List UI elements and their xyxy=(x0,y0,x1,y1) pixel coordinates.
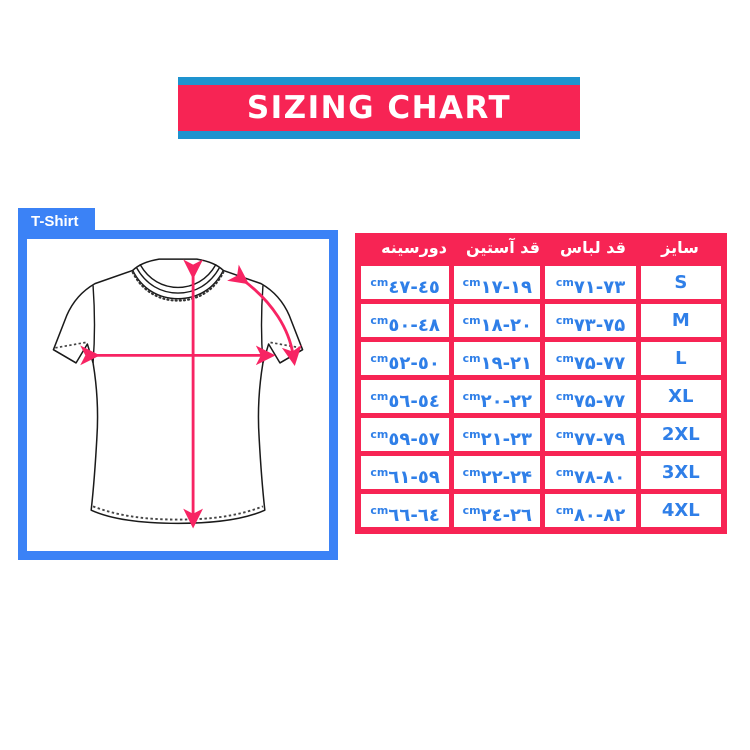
table-row: L ۷۵-۷۷cm ۱۹-۲۱cm ٥٠-٥٢cm xyxy=(361,342,721,375)
table-row: 3XL ۷۸-۸۰cm ۲۲-۲۴cm ٥٩-٦١cm xyxy=(361,456,721,489)
column-header-sleeve-length: قد آستین xyxy=(466,238,540,257)
cell-chest-m: ٤٨-٥٠cm xyxy=(361,304,450,337)
cell-garment-length-4xl: ۸۰-۸۲cm xyxy=(545,494,636,527)
cell-chest-3xl: ٥٩-٦١cm xyxy=(361,456,450,489)
cell-sleeve-length-s: ۱۷-۱۹cm xyxy=(454,266,541,299)
table-row: XL ۷۵-۷۷cm ۲۰-۲۲cm ٥٤-٥٦cm xyxy=(361,380,721,413)
cell-chest-xl: ٥٤-٥٦cm xyxy=(361,380,450,413)
cell-size-l: L xyxy=(640,342,721,375)
cell-size-4xl: 4XL xyxy=(640,494,721,527)
size-table: سایز قد لباس قد آستین دورسینه S ۷۱-۷۳cm ۱۷… xyxy=(355,233,727,534)
table-row: 2XL ۷۷-۷۹cm ۲۱-۲۳cm ٥٧-٥٩cm xyxy=(361,418,721,451)
page-title: SIZING CHART xyxy=(246,90,512,126)
cell-size-2xl: 2XL xyxy=(640,418,721,451)
cell-chest-s: ٤٥-٤٧cm xyxy=(361,266,450,299)
tshirt-tab-label: T-Shirt xyxy=(18,208,95,236)
cell-garment-length-s: ۷۱-۷۳cm xyxy=(545,266,636,299)
cell-sleeve-length-xl: ۲۰-۲۲cm xyxy=(454,380,541,413)
cell-chest-2xl: ٥٧-٥٩cm xyxy=(361,418,450,451)
tshirt-illustration xyxy=(52,258,304,529)
table-row: M ۷۳-۷۵cm ۱۸-۲۰cm ٤٨-٥٠cm xyxy=(361,304,721,337)
column-header-garment-length: قد لباس xyxy=(560,238,626,257)
sleeve-length-arrow xyxy=(227,264,302,366)
column-header-size: سایز xyxy=(661,238,699,257)
cell-sleeve-length-l: ۱۹-۲۱cm xyxy=(454,342,541,375)
table-row: 4XL ۸۰-۸۲cm ۲٤-۲٦cm ٦٤-٦٦cm xyxy=(361,494,721,527)
column-header-chest: دورسینه xyxy=(381,238,447,257)
cell-sleeve-length-m: ۱۸-۲۰cm xyxy=(454,304,541,337)
cell-garment-length-3xl: ۷۸-۸۰cm xyxy=(545,456,636,489)
cell-garment-length-m: ۷۳-۷۵cm xyxy=(545,304,636,337)
table-header-row: سایز قد لباس قد آستین دورسینه xyxy=(361,233,721,261)
cell-garment-length-xl: ۷۵-۷۷cm xyxy=(545,380,636,413)
cell-size-3xl: 3XL xyxy=(640,456,721,489)
cell-sleeve-length-3xl: ۲۲-۲۴cm xyxy=(454,456,541,489)
cell-size-m: M xyxy=(640,304,721,337)
cell-sleeve-length-4xl: ۲٤-۲٦cm xyxy=(454,494,541,527)
tshirt-diagram-panel xyxy=(18,230,338,560)
cell-garment-length-l: ۷۵-۷۷cm xyxy=(545,342,636,375)
cell-size-s: S xyxy=(640,266,721,299)
cell-size-xl: XL xyxy=(640,380,721,413)
cell-sleeve-length-2xl: ۲۱-۲۳cm xyxy=(454,418,541,451)
sizing-chart-banner: SIZING CHART xyxy=(178,77,580,139)
cell-garment-length-2xl: ۷۷-۷۹cm xyxy=(545,418,636,451)
cell-chest-4xl: ٦٤-٦٦cm xyxy=(361,494,450,527)
table-row: S ۷۱-۷۳cm ۱۷-۱۹cm ٤٥-٤٧cm xyxy=(361,266,721,299)
table-body: S ۷۱-۷۳cm ۱۷-۱۹cm ٤٥-٤٧cm M ۷۳-۷۵cm ۱۸-۲۰cm ٤٨-… xyxy=(361,266,721,527)
cell-chest-l: ٥٠-٥٢cm xyxy=(361,342,450,375)
